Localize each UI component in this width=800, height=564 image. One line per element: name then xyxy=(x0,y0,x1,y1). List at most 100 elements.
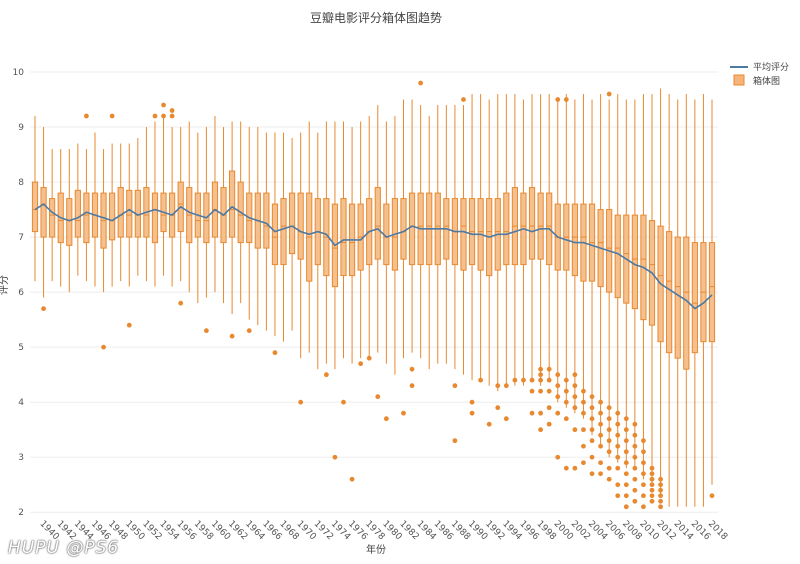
outlier-point xyxy=(658,487,663,493)
box-1960 xyxy=(211,116,219,293)
outlier-point xyxy=(409,366,415,372)
outlier-point xyxy=(555,394,561,400)
y-tick-label: 4 xyxy=(18,398,24,408)
outlier-point xyxy=(495,405,501,411)
box-body xyxy=(271,203,279,266)
box-body xyxy=(31,181,39,233)
outlier-point xyxy=(452,438,458,444)
outlier-point xyxy=(606,449,612,455)
box-body xyxy=(400,198,407,260)
box-1962 xyxy=(229,121,236,315)
outlier-point xyxy=(598,471,603,477)
outlier-point xyxy=(349,476,355,482)
box-body xyxy=(151,192,159,244)
outlier-point xyxy=(366,355,372,361)
outlier-point xyxy=(641,504,646,510)
box-body xyxy=(229,170,236,238)
x-tick-label: 2018 xyxy=(706,519,729,542)
outlier-point xyxy=(581,443,586,449)
box-body xyxy=(126,189,133,238)
outlier-point xyxy=(178,300,184,306)
outlier-point xyxy=(623,427,629,433)
box-2012 xyxy=(657,88,664,496)
box-1989 xyxy=(460,105,467,375)
outlier-point xyxy=(358,361,364,367)
outlier-point xyxy=(409,383,415,389)
box-1939 xyxy=(31,116,39,282)
box-2009 xyxy=(631,99,638,469)
box-body xyxy=(674,236,681,359)
box-1981 xyxy=(391,116,399,375)
box-2003 xyxy=(580,94,587,419)
outlier-point xyxy=(538,427,544,433)
box-1950 xyxy=(126,143,133,287)
box-1999 xyxy=(546,94,553,381)
outlier-point xyxy=(606,91,612,97)
legend-label-box[interactable]: 箱体图 xyxy=(753,75,780,87)
outlier-point xyxy=(546,377,552,383)
outlier-point xyxy=(623,482,629,488)
box-body xyxy=(40,187,47,238)
box-2014 xyxy=(674,99,681,507)
box-1998 xyxy=(537,94,544,386)
legend-label-mean[interactable]: 平均评分 xyxy=(753,61,789,73)
outlier-point xyxy=(538,366,544,372)
outlier-point xyxy=(555,372,561,378)
outlier-point xyxy=(606,427,612,433)
box-body xyxy=(460,198,467,271)
box-2018 xyxy=(708,99,716,485)
outlier-point xyxy=(641,449,646,455)
box-2010 xyxy=(640,94,647,480)
y-tick-label: 5 xyxy=(18,343,24,353)
outlier-point xyxy=(649,487,655,493)
outlier-point xyxy=(615,482,621,488)
outlier-point xyxy=(615,432,621,438)
outlier-point xyxy=(615,443,621,449)
outlier-point xyxy=(486,421,492,427)
outlier-point xyxy=(572,372,578,378)
box-1984 xyxy=(417,105,424,359)
legend[interactable]: 平均评分 箱体图 xyxy=(730,61,789,87)
box-1946 xyxy=(91,132,99,287)
outlier-point xyxy=(512,377,518,383)
box-1968 xyxy=(280,132,287,342)
box-1971 xyxy=(306,121,313,353)
outlier-point xyxy=(632,454,638,460)
box-1985 xyxy=(426,116,433,370)
outlier-point xyxy=(598,432,603,438)
outlier-point xyxy=(598,443,603,449)
box-1951 xyxy=(134,138,141,276)
outlier-point xyxy=(641,471,646,477)
outlier-point xyxy=(563,416,569,422)
outlier-point xyxy=(606,438,612,444)
box-1966 xyxy=(263,132,270,331)
outlier-point xyxy=(615,465,621,471)
box-1977 xyxy=(357,121,364,359)
outlier-point xyxy=(452,383,458,389)
outlier-point xyxy=(529,377,535,383)
y-axis-label: 评分 xyxy=(0,275,10,295)
outlier-point xyxy=(246,328,252,334)
outlier-point xyxy=(383,416,389,422)
box-body xyxy=(631,214,638,310)
outlier-point xyxy=(615,410,621,416)
outlier-point xyxy=(332,454,338,460)
box-1993 xyxy=(494,94,501,392)
outlier-point xyxy=(632,487,638,493)
outlier-point xyxy=(546,421,552,427)
mean-line-series xyxy=(34,203,713,310)
outlier-point xyxy=(606,465,612,471)
outlier-point xyxy=(623,438,629,444)
box-1956 xyxy=(177,127,184,282)
box-body xyxy=(49,198,56,238)
outlier-point xyxy=(581,427,586,433)
outlier-point xyxy=(589,427,595,433)
outlier-point xyxy=(572,465,578,471)
outlier-point xyxy=(101,344,106,350)
outlier-point xyxy=(161,113,166,119)
outlier-point xyxy=(589,416,595,422)
outlier-point xyxy=(555,97,561,102)
outlier-point xyxy=(615,421,621,427)
box-1994 xyxy=(503,94,510,386)
